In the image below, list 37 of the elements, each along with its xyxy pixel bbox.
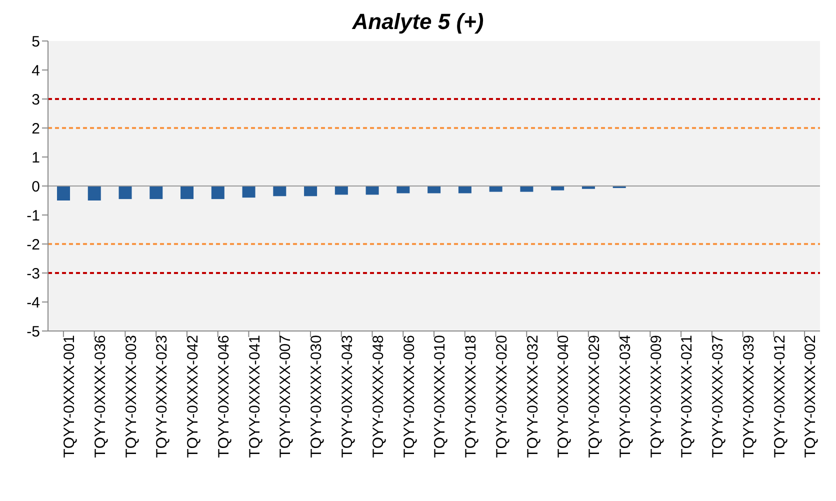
y-tick-label: 2 bbox=[32, 120, 40, 138]
x-tick-label: TQYY-0XXXX-007 bbox=[277, 335, 294, 458]
x-tick-label: TQYY-0XXXX-048 bbox=[370, 335, 387, 458]
x-tick-label: TQYY-0XXXX-012 bbox=[771, 335, 788, 458]
y-tick-label: -4 bbox=[26, 294, 40, 312]
y-tick-label: 5 bbox=[32, 33, 40, 50]
x-tick-label: TQYY-0XXXX-010 bbox=[432, 335, 449, 458]
x-tick-label: TQYY-0XXXX-034 bbox=[616, 335, 634, 458]
x-tick-label: TQYY-0XXXX-030 bbox=[308, 335, 326, 458]
y-tick-label: 4 bbox=[32, 62, 40, 80]
x-tick-label: TQYY-0XXXX-043 bbox=[339, 335, 356, 458]
x-tick-label: TQYY-0XXXX-018 bbox=[462, 335, 480, 458]
x-tick-label: TQYY-0XXXX-040 bbox=[555, 335, 572, 458]
x-tick-label: TQYY-0XXXX-001 bbox=[61, 335, 78, 458]
x-tick-label: TQYY-0XXXX-029 bbox=[586, 335, 604, 458]
y-tick-label: -5 bbox=[26, 323, 40, 340]
x-tick-label: TQYY-0XXXX-002 bbox=[802, 335, 820, 458]
y-tick-label: -2 bbox=[26, 236, 40, 254]
x-tick-label: TQYY-0XXXX-046 bbox=[215, 335, 232, 458]
x-tick-label: TQYY-0XXXX-023 bbox=[154, 335, 171, 458]
x-tick-label: TQYY-0XXXX-003 bbox=[122, 335, 140, 458]
x-tick-label: TQYY-0XXXX-006 bbox=[400, 335, 418, 458]
y-tick-label: -3 bbox=[26, 265, 40, 282]
x-tick-label: TQYY-0XXXX-020 bbox=[493, 335, 510, 458]
y-tick-label: 3 bbox=[32, 91, 40, 108]
chart-title: Analyte 5 (+) bbox=[352, 9, 484, 34]
x-tick-label: TQYY-0XXXX-039 bbox=[740, 335, 758, 458]
y-tick-label: 0 bbox=[32, 178, 40, 196]
x-tick-label: TQYY-0XXXX-009 bbox=[648, 335, 665, 458]
x-tick-label: TQYY-0XXXX-021 bbox=[678, 335, 696, 458]
x-tick-label: TQYY-0XXXX-032 bbox=[524, 335, 542, 458]
y-tick-label: 1 bbox=[32, 149, 40, 166]
x-tick-label: TQYY-0XXXX-041 bbox=[246, 335, 264, 458]
y-tick-label: -1 bbox=[26, 207, 40, 224]
x-tick-label: TQYY-0XXXX-042 bbox=[184, 335, 202, 458]
x-tick-label: TQYY-0XXXX-037 bbox=[710, 335, 727, 458]
x-tick-label: TQYY-0XXXX-036 bbox=[92, 335, 109, 458]
